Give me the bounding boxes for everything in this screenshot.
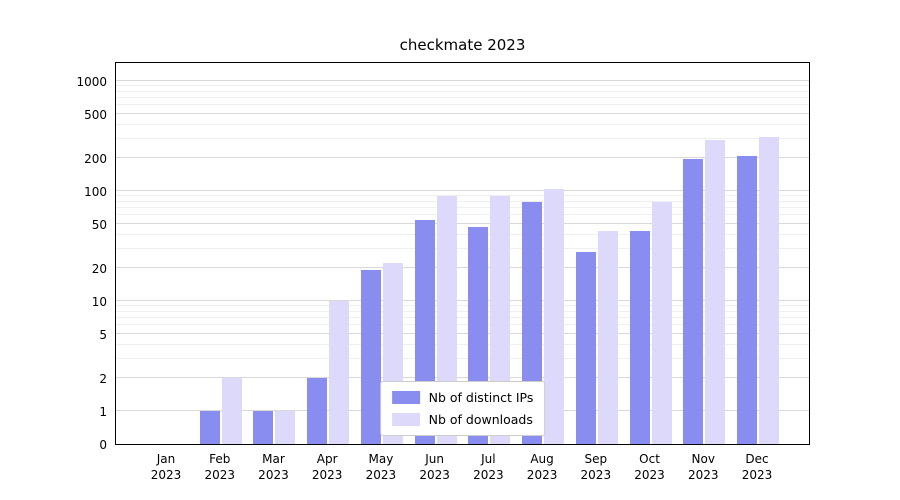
x-tick-label: Mar 2023 [258,452,289,482]
minor-gridline [116,305,809,307]
minor-gridline [116,310,809,312]
x-tick-label: May 2023 [365,452,397,482]
x-tick-label: Jun 2023 [419,452,450,482]
major-gridline [116,80,809,81]
minor-gridline [116,317,809,319]
minor-gridline [116,343,809,345]
minor-gridline [116,357,809,359]
minor-gridline [116,195,809,197]
x-tick-label: Apr 2023 [311,452,343,482]
bar-downloads [275,411,296,444]
major-gridline [116,156,809,158]
y-tick-label: 500 [84,108,107,123]
major-gridline [116,266,809,268]
major-gridline [116,113,809,115]
x-tick-label: Jan 2023 [150,452,182,482]
y-tick-label: 1 [99,405,107,419]
x-tick-label: Feb 2023 [204,452,235,482]
legend-swatch-downloads [391,413,420,426]
bar-distinct-ips [307,377,328,444]
x-tick-label: Oct 2023 [634,452,665,482]
major-gridline [116,223,809,225]
legend-item-downloads: Nb of downloads [391,412,534,427]
bar-distinct-ips [737,155,757,444]
y-tick-label: 20 [91,261,107,276]
y-tick-label: 2 [99,371,107,386]
legend-swatch-distinct-ips [391,391,420,404]
bar-downloads [705,140,726,444]
minor-gridline [116,123,809,125]
chart-title: checkmate 2023 [399,36,526,54]
minor-gridline [116,324,809,326]
legend-label-downloads: Nb of downloads [428,412,533,427]
minor-gridline [116,247,809,249]
x-tick-label: Jul 2023 [473,452,504,482]
minor-gridline [116,207,809,209]
minor-gridline [116,97,809,99]
legend: Nb of distinct IPs Nb of downloads [379,381,546,436]
x-tick-label: Sep 2023 [580,452,612,482]
minor-gridline [116,214,809,216]
major-gridline [116,376,809,378]
legend-label-distinct-ips: Nb of distinct IPs [428,390,534,405]
bar-downloads [597,231,618,444]
minor-gridline [116,90,809,92]
x-tick-label: Dec 2023 [741,452,773,482]
y-tick-label: 0 [99,438,107,452]
bar-downloads [329,301,350,444]
bar-distinct-ips [360,270,381,444]
minor-gridline [116,200,809,202]
y-tick-label: 5 [99,328,107,343]
bar-downloads [221,377,242,444]
bar-downloads [759,136,779,444]
bar-distinct-ips [629,231,650,444]
x-tick-label: Aug 2023 [526,452,558,482]
major-gridline [116,190,809,191]
bar-distinct-ips [199,411,220,444]
y-tick-label: 1000 [76,75,107,89]
bar-distinct-ips [683,159,704,444]
minor-gridline [116,137,809,139]
plot-area: Nb of distinct IPs Nb of downloads [115,62,810,445]
y-tick-label: 100 [84,185,107,199]
x-axis-labels: Jan 2023 Feb 2023 Mar 2023 Apr 2023 May 2023 Jun 20… [115,452,810,492]
bar-downloads [544,188,565,444]
major-gridline [116,300,809,301]
minor-gridline [116,104,809,106]
legend-item-distinct-ips: Nb of distinct IPs [391,390,534,405]
x-tick-label: Nov 2023 [687,452,719,482]
y-tick-label: 50 [91,218,107,233]
bar-distinct-ips [253,411,274,444]
major-gridline [116,333,809,335]
minor-gridline [116,233,809,235]
minor-gridline [116,85,809,87]
y-tick-label: 200 [84,151,107,166]
bar-distinct-ips [575,251,596,444]
y-tick-label: 10 [91,295,107,309]
bar-downloads [651,201,672,444]
y-axis-labels: 0 1 2 5 10 20 50 100 200 500 1000 [0,62,107,452]
